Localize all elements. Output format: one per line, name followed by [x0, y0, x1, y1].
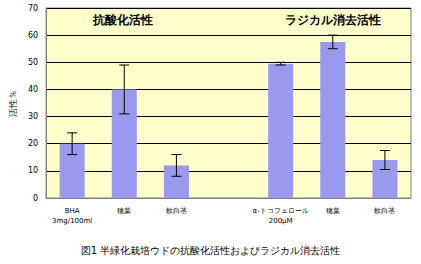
- svg-text:図1 半緑化栽培ウドの抗酸化活性およびラジカル消去活性: 図1 半緑化栽培ウドの抗酸化活性およびラジカル消去活性: [81, 245, 341, 256]
- svg-text:穂葉: 穂葉: [326, 207, 340, 215]
- svg-text:軟白茎: 軟白茎: [374, 207, 395, 215]
- svg-text:0: 0: [33, 194, 38, 203]
- svg-text:60: 60: [28, 31, 38, 40]
- svg-text:BHA: BHA: [65, 207, 80, 215]
- svg-text:活性％: 活性％: [8, 90, 18, 117]
- svg-text:α-トコフェロール: α-トコフェロール: [253, 207, 309, 215]
- svg-text:70: 70: [28, 4, 38, 13]
- svg-text:10: 10: [28, 166, 38, 175]
- svg-text:200μM: 200μM: [269, 217, 293, 225]
- svg-text:3mg/100ml: 3mg/100ml: [52, 217, 92, 225]
- svg-text:ラジカル消去活性: ラジカル消去活性: [285, 13, 381, 27]
- svg-text:30: 30: [28, 112, 38, 121]
- svg-text:20: 20: [28, 139, 38, 148]
- svg-text:穂葉: 穂葉: [117, 207, 131, 215]
- svg-text:50: 50: [28, 58, 38, 67]
- svg-text:抗酸化活性: 抗酸化活性: [92, 13, 153, 27]
- svg-text:軟白茎: 軟白茎: [166, 207, 187, 215]
- svg-text:40: 40: [28, 85, 38, 94]
